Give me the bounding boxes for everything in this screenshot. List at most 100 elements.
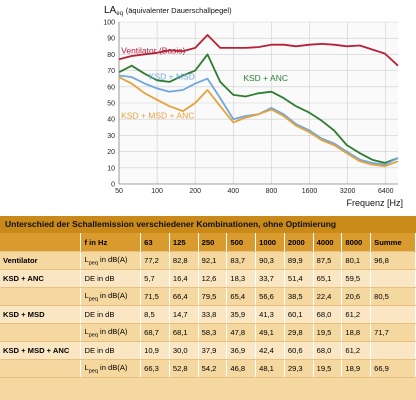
- value-cell: [370, 341, 416, 360]
- x-tick-label: 6400: [378, 188, 394, 195]
- table-row: Ventilator Lpeq in dB(A) 77,2 82,8 92,1 83,7 9…: [0, 251, 416, 270]
- value-cell: 33,8: [198, 305, 228, 324]
- row-quantity: Lpeq in dB(A): [80, 287, 142, 306]
- value-cell: 68,7: [140, 323, 170, 342]
- value-cell: 79,5: [198, 287, 228, 306]
- series-label-1: KSD + ANC: [243, 73, 288, 83]
- x-axis-label: Frequenz [Hz]: [346, 198, 403, 208]
- header-cell: 8000: [341, 233, 372, 252]
- value-cell: 68,0: [313, 305, 343, 324]
- x-tick-label: 50: [115, 188, 123, 195]
- table-row: KSD + MSD DE in dB 8,5 14,7 33,8 35,9 41,3 60,1…: [0, 305, 416, 324]
- value-cell: 65,4: [226, 287, 257, 306]
- value-cell: 61,2: [341, 305, 372, 324]
- table-row: KSD + ANC DE in dB 5,7 16,4 12,6 18,3 33,7 51,4…: [0, 269, 416, 288]
- table-row: KSD + MSD + ANC DE in dB 10,9 30,0 37,9 36,9 4…: [0, 341, 416, 360]
- value-cell: 41,3: [255, 305, 285, 324]
- series-line-3: [118, 76, 399, 168]
- series-label-0: Ventilator (Basis): [121, 46, 185, 56]
- value-cell: 87,5: [313, 251, 343, 270]
- value-cell: 33,7: [255, 269, 285, 288]
- y-tick-label: 100: [103, 20, 115, 27]
- value-cell: 68,1: [169, 323, 199, 342]
- data-table: f in Hz 63 125 250 500 1000 2000 4000 8000 Summe …: [0, 233, 416, 378]
- header-cell: 63: [140, 233, 170, 252]
- value-cell: 89,9: [284, 251, 314, 270]
- y-tick-label: 0: [111, 182, 115, 189]
- series-label-3: KSD + MSD + ANC: [121, 110, 194, 120]
- x-tick-label: 100: [151, 188, 163, 195]
- value-cell: 82,8: [169, 251, 199, 270]
- value-cell: 19,5: [313, 359, 343, 378]
- series-labels: Ventilator (Basis) KSD + MSD KSD + ANC KSD …: [121, 46, 288, 121]
- chart-svg: LAeq (äquivalenter Dauerschallpegel) Fre…: [103, 5, 403, 208]
- x-tick-label: 400: [227, 188, 239, 195]
- value-cell: 10,9: [140, 341, 170, 360]
- chart-title-sub: eq: [116, 11, 123, 17]
- row-group-label: KSD + MSD: [0, 305, 82, 324]
- value-cell: 12,6: [198, 269, 228, 288]
- value-cell: 16,4: [169, 269, 199, 288]
- y-tick-label: 40: [107, 117, 115, 124]
- value-cell: 96,8: [370, 251, 416, 270]
- row-quantity: DE in dB: [80, 269, 142, 288]
- header-cell: 1000: [255, 233, 285, 252]
- value-cell: 90,3: [255, 251, 285, 270]
- row-quantity: DE in dB: [80, 341, 142, 360]
- value-cell: 18,3: [226, 269, 257, 288]
- value-cell: 29,3: [284, 359, 314, 378]
- value-cell: 80,5: [370, 287, 416, 306]
- row-group-label: [0, 359, 82, 378]
- value-cell: 56,6: [255, 287, 285, 306]
- row-group-label: [0, 287, 82, 306]
- header-cell: [0, 233, 82, 252]
- header-cell: 4000: [313, 233, 343, 252]
- value-cell: 8,5: [140, 305, 170, 324]
- value-cell: 47,8: [226, 323, 257, 342]
- value-cell: 59,5: [341, 269, 372, 288]
- y-tick-label: 20: [107, 149, 115, 156]
- value-cell: 48,1: [255, 359, 285, 378]
- tick-labels: 0 10 20 30 40 50 60 70 80 90 100 50 100 200 400 800 1600…: [103, 20, 393, 196]
- table-row: Lpeq in dB(A) 66,3 52,8 54,2 46,8 48,1 29,3 19,…: [0, 359, 416, 378]
- y-tick-label: 30: [107, 133, 115, 140]
- value-cell: 22,4: [313, 287, 343, 306]
- value-cell: 92,1: [198, 251, 228, 270]
- row-group-label: KSD + MSD + ANC: [0, 341, 82, 360]
- value-cell: 83,7: [226, 251, 257, 270]
- table-row: Lpeq in dB(A) 68,7 68,1 58,3 47,8 49,1 29,8 19,…: [0, 323, 416, 342]
- y-tick-label: 60: [107, 84, 115, 91]
- value-cell: 65,1: [313, 269, 343, 288]
- value-cell: 80,1: [341, 251, 372, 270]
- row-quantity: DE in dB: [80, 305, 142, 324]
- value-cell: 35,9: [226, 305, 257, 324]
- table-body: Ventilator Lpeq in dB(A) 77,2 82,8 92,1 83,7 9…: [0, 251, 416, 378]
- value-cell: 49,1: [255, 323, 285, 342]
- row-quantity: Lpeq in dB(A): [80, 251, 142, 270]
- header-cell: 2000: [284, 233, 314, 252]
- value-cell: 37,9: [198, 341, 228, 360]
- emission-table: Unterschied der Schallemission verschied…: [0, 216, 416, 400]
- value-cell: 68,0: [313, 341, 343, 360]
- value-cell: 29,8: [284, 323, 314, 342]
- value-cell: 38,5: [284, 287, 314, 306]
- y-tick-label: 10: [107, 165, 115, 172]
- value-cell: 42,4: [255, 341, 285, 360]
- table-header-row: f in Hz 63 125 250 500 1000 2000 4000 8000 Summe: [0, 233, 416, 252]
- value-cell: [370, 305, 416, 324]
- value-cell: 71,7: [370, 323, 416, 342]
- x-tick-label: 200: [189, 188, 201, 195]
- value-cell: 36,9: [226, 341, 257, 360]
- row-quantity: Lpeq in dB(A): [80, 323, 142, 342]
- header-cell: 250: [198, 233, 228, 252]
- value-cell: 60,1: [284, 305, 314, 324]
- value-cell: 66,3: [140, 359, 170, 378]
- value-cell: 18,9: [341, 359, 372, 378]
- series-label-2: KSD + MSD: [149, 72, 195, 82]
- header-cell: Summe: [370, 233, 416, 252]
- value-cell: [370, 269, 416, 288]
- series-lines: [118, 34, 399, 168]
- value-cell: 60,6: [284, 341, 314, 360]
- series-line-1: [118, 53, 399, 164]
- value-cell: 58,3: [198, 323, 228, 342]
